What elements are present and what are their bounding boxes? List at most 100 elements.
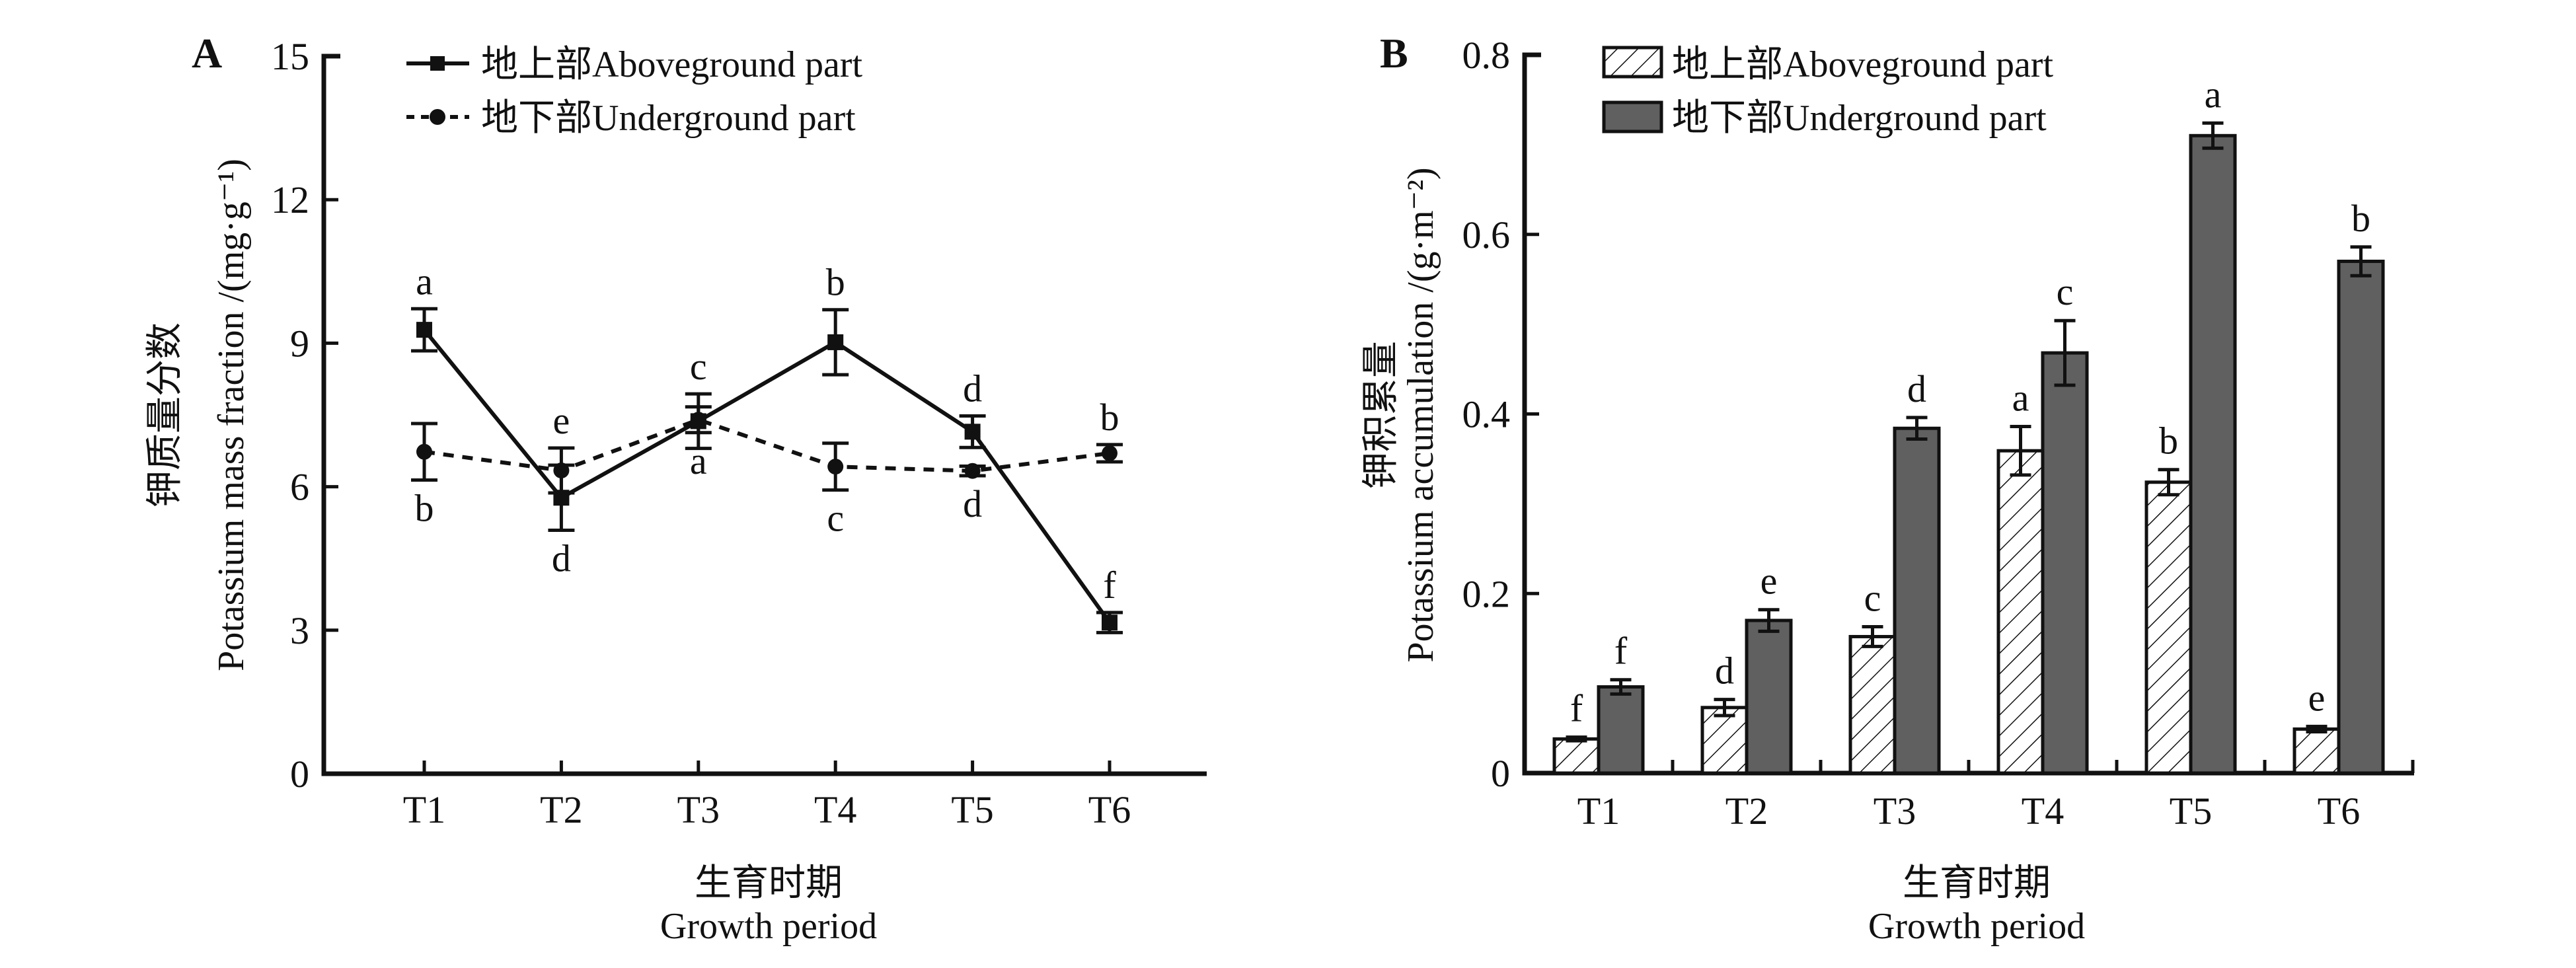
significance-letter: d — [963, 482, 982, 525]
significance-letter: c — [690, 345, 707, 388]
data-point-square — [1102, 614, 1118, 631]
y-tick-label: 0.6 — [1462, 213, 1511, 256]
y-tick-label: 9 — [290, 322, 309, 365]
significance-letter: a — [2205, 73, 2222, 116]
bar — [1745, 618, 1793, 775]
panel-b-x-label-en: Growth period — [1868, 906, 2085, 947]
legend-label-underground: 地下部Underground part — [481, 98, 856, 139]
x-tick-label: T1 — [1577, 790, 1620, 833]
y-tick-label: 0.8 — [1462, 34, 1511, 77]
panel-a-line-chart: A 0 3 6 9 12 15 T1 T2 T3 T4 T5 T6 a d c b d f b e a c d b 地上部… — [145, 30, 1207, 947]
legend-label-aboveground: 地上部Aboveground part — [481, 44, 862, 85]
significance-letter: b — [2351, 197, 2370, 240]
significance-letter: f — [1614, 630, 1628, 673]
legend-item-aboveground: 地上部Aboveground part — [1602, 44, 2053, 85]
significance-letter: a — [416, 260, 433, 303]
significance-letter: d — [1715, 650, 1734, 692]
legend-item-underground: 地下部Underground part — [1602, 98, 2047, 139]
x-tick-label: T3 — [677, 788, 720, 831]
y-tick-label: 3 — [290, 609, 309, 652]
panel-b-axes — [1522, 52, 2414, 776]
series-line — [424, 418, 1110, 473]
data-point-square — [964, 424, 981, 440]
significance-letter: a — [690, 439, 707, 482]
significance-letter: d — [1907, 367, 1926, 410]
panel-a-x-label-cn: 生育时期 — [695, 863, 843, 904]
y-tick-label: 0 — [290, 753, 309, 796]
x-tick-label: T1 — [403, 788, 445, 831]
data-point-circle — [1102, 445, 1118, 461]
bar — [1848, 634, 1897, 775]
panel-a-x-label-en: Growth period — [660, 906, 877, 947]
data-point-circle — [964, 463, 981, 479]
hatched-swatch-icon — [1602, 46, 1663, 79]
bar — [2189, 133, 2237, 775]
data-point-circle — [827, 459, 844, 475]
circle-marker-icon — [430, 109, 445, 125]
bar — [2337, 260, 2385, 775]
significance-letter: c — [1864, 577, 1881, 620]
series-line — [422, 328, 1112, 624]
panel-a-series: a d c b d f b e a c d b — [411, 260, 1123, 634]
panel-b-x-ticks: T1 T2 T3 T4 T5 T6 — [1577, 760, 2415, 833]
panel-a-y-label-en: Potassium mass fraction /(mg·g⁻¹) — [211, 159, 252, 671]
data-point-circle — [690, 412, 706, 428]
bar — [1893, 426, 1941, 775]
panel-a-y-label-cn: 钾质量分数 — [145, 322, 186, 507]
panel-b-y-label-cn: 钾积累量 — [1361, 341, 1402, 489]
data-point-square — [827, 334, 844, 350]
y-tick-label: 15 — [271, 35, 309, 78]
y-tick-label: 0.2 — [1462, 572, 1511, 615]
axis-line — [321, 54, 1207, 776]
bar — [2144, 480, 2193, 775]
panel-b-bars: f d c a b e f e d c a b — [1552, 73, 2385, 775]
series-aboveground: f d c a b e — [1552, 377, 2341, 775]
x-tick-label: T6 — [1088, 788, 1131, 831]
x-tick-label: T4 — [2022, 790, 2064, 833]
panel-b-label: B — [1380, 30, 1408, 77]
panel-b-y-ticks: 0 0.2 0.4 0.6 0.8 — [1462, 34, 1539, 795]
x-tick-label: T5 — [951, 788, 993, 831]
y-tick-label: 12 — [271, 178, 309, 221]
significance-letter: b — [826, 261, 845, 304]
x-tick-label: T6 — [2318, 790, 2360, 833]
panel-a-y-ticks: 0 3 6 9 12 15 — [271, 35, 338, 796]
significance-letter: b — [415, 486, 434, 529]
significance-letter: a — [2012, 377, 2029, 420]
significance-letter: e — [1761, 560, 1778, 603]
significance-letter: c — [2057, 270, 2074, 313]
significance-letter: e — [553, 399, 570, 442]
panel-b-bar-chart: B 0 0.2 0.4 0.6 0.8 T1 T2 T3 T4 T5 T6 f d c a b e f e d c a… — [1361, 30, 2415, 947]
legend-item-aboveground: 地上部Aboveground part — [406, 44, 862, 85]
x-tick-label: T2 — [540, 788, 582, 831]
data-point-square — [416, 322, 432, 338]
bar — [2292, 727, 2341, 775]
bar — [1552, 737, 1601, 775]
panel-b-x-label-cn: 生育时期 — [1903, 863, 2051, 904]
axis-line — [1522, 52, 2414, 776]
series-underground: b e a c d b — [411, 396, 1123, 540]
significance-letter: e — [2308, 676, 2326, 719]
panel-b-legend: 地上部Aboveground part 地下部Underground part — [1602, 44, 2053, 139]
x-tick-label: T5 — [2170, 790, 2212, 833]
legend-label-underground: 地下部Underground part — [1672, 98, 2047, 139]
panel-a-x-ticks: T1 T2 T3 T4 T5 T6 — [403, 761, 1131, 831]
legend-label-aboveground: 地上部Aboveground part — [1672, 44, 2053, 85]
series-aboveground: a d c b d f — [411, 260, 1123, 634]
bar — [2041, 351, 2089, 775]
data-point-circle — [416, 443, 432, 460]
x-tick-label: T3 — [1874, 790, 1916, 833]
significance-letter: d — [552, 537, 571, 579]
solid-gray-swatch-icon — [1602, 100, 1663, 133]
significance-letter: f — [1103, 564, 1116, 607]
y-tick-label: 6 — [290, 466, 309, 509]
significance-letter: b — [2159, 420, 2178, 463]
panel-a-axes — [321, 54, 1207, 776]
bar — [1597, 685, 1645, 775]
y-tick-label: 0 — [1491, 752, 1510, 795]
significance-letter: f — [1570, 687, 1583, 730]
data-point-circle — [553, 462, 570, 478]
series-underground: f e d c a b — [1597, 73, 2385, 775]
bar — [1996, 449, 2045, 775]
significance-letter: d — [963, 367, 982, 410]
